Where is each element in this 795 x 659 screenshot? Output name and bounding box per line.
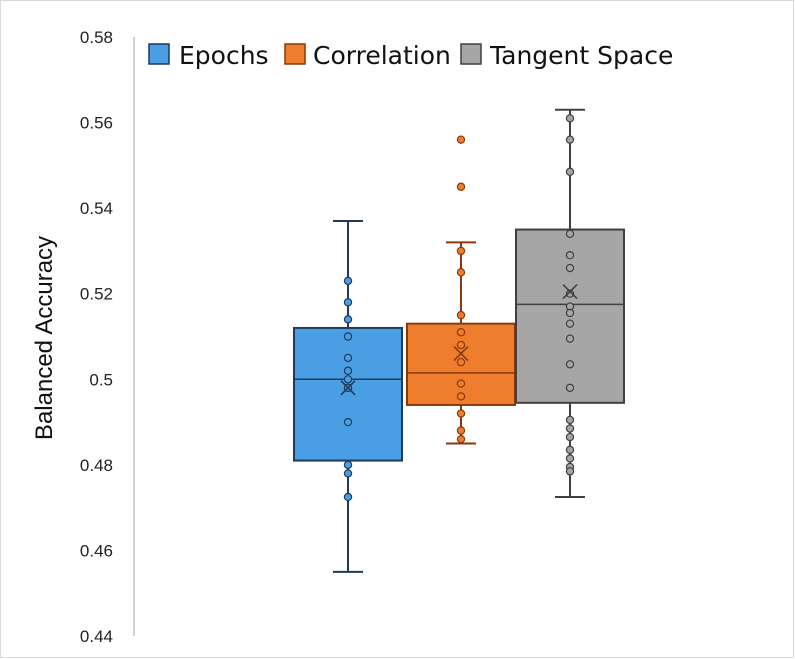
legend-label-epochs: Epochs: [179, 41, 269, 70]
data-point: [456, 310, 466, 320]
data-point: [565, 229, 575, 239]
data-point: [343, 366, 353, 375]
data-point: [456, 246, 466, 256]
data-point: [456, 426, 466, 435]
data-point: [343, 315, 353, 324]
data-point: [343, 298, 353, 307]
data-point: [565, 334, 575, 343]
legend: Epochs Correlation Tangent Space: [148, 41, 673, 70]
data-point: [456, 340, 466, 350]
box-series-group: [293, 108, 625, 573]
data-point: [343, 375, 353, 384]
data-point: [456, 135, 466, 144]
y-tick-label: 0.58: [80, 28, 113, 47]
data-point: [565, 114, 575, 123]
y-tick-label: 0.5: [89, 370, 113, 389]
y-tick-label: 0.44: [80, 627, 113, 646]
data-point: [565, 251, 575, 260]
data-point: [456, 182, 466, 191]
mean-marker-stroke: [562, 284, 578, 300]
data-point: [565, 135, 575, 144]
data-point: [456, 392, 466, 401]
legend-label-tangent-space: Tangent Space: [489, 41, 673, 70]
data-point: [456, 409, 466, 418]
y-tick-label: 0.46: [80, 541, 113, 560]
data-point: [565, 319, 575, 328]
legend-swatch-tangent-space: [460, 43, 482, 65]
y-tick-labels: 0.44 0.46 0.48 0.5 0.52 0.54 0.56 0.58: [80, 28, 113, 646]
data-point: [565, 167, 575, 176]
data-point: [343, 332, 353, 341]
y-tick-label: 0.54: [80, 199, 113, 218]
mean-marker: [453, 346, 469, 362]
data-point: [565, 467, 575, 476]
legend-swatch-correlation: [284, 43, 306, 65]
data-point: [456, 328, 466, 337]
iqr-box: [293, 326, 403, 462]
data-point: [565, 415, 575, 425]
data-point: [565, 289, 575, 298]
data-point: [565, 360, 575, 369]
data-point: [456, 357, 466, 367]
data-point: [565, 383, 575, 393]
mean-marker-stroke: [453, 346, 469, 362]
data-point: [343, 460, 353, 470]
y-tick-label: 0.52: [80, 285, 113, 304]
mean-marker-stroke: [340, 380, 356, 396]
y-axis-title: Balanced Accuracy: [31, 236, 58, 440]
box-tangent-space: [515, 108, 625, 498]
y-tick-label: 0.56: [80, 114, 113, 133]
mean-marker: [562, 284, 578, 300]
data-point: [565, 432, 575, 442]
data-point: [456, 268, 466, 277]
legend-label-correlation: Correlation: [313, 41, 451, 70]
data-point: [565, 445, 575, 455]
data-point: [343, 353, 353, 363]
data-point: [565, 424, 575, 433]
data-point: [343, 492, 353, 502]
data-point: [565, 454, 575, 463]
data-point: [565, 263, 575, 273]
data-point: [343, 469, 353, 478]
y-tick-label: 0.48: [80, 456, 113, 475]
legend-swatch-epochs: [148, 43, 170, 65]
mean-marker: [340, 380, 356, 396]
box-correlation: [406, 135, 516, 445]
data-point: [456, 379, 466, 388]
data-point: [456, 434, 466, 444]
data-point: [343, 276, 353, 286]
data-point: [565, 308, 575, 318]
box-epochs: [293, 219, 403, 573]
data-point: [343, 417, 353, 427]
